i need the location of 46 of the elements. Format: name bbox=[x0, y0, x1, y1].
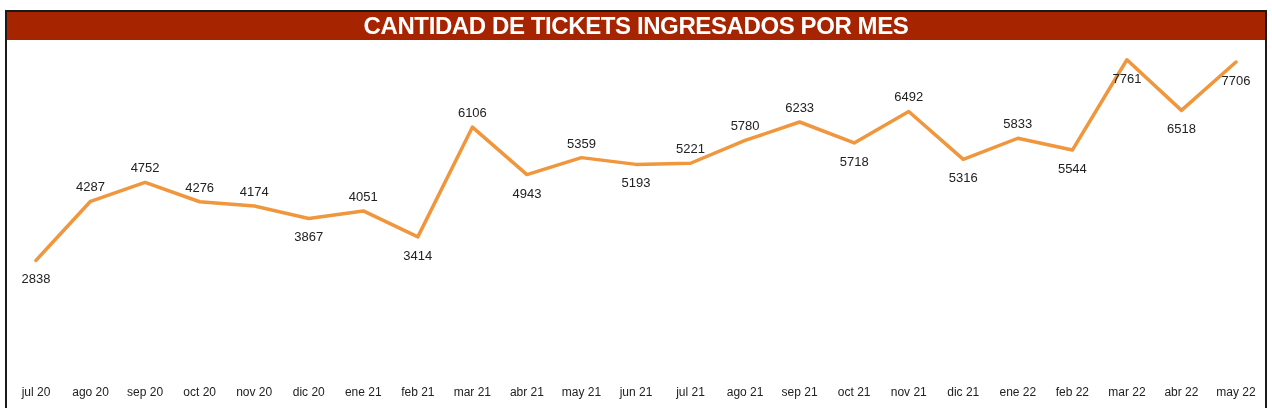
data-label: 5718 bbox=[839, 153, 869, 169]
data-label: 4752 bbox=[130, 160, 160, 176]
x-tick-label: nov 20 bbox=[236, 385, 273, 399]
data-label: 5544 bbox=[1057, 161, 1087, 177]
x-tick-label: ago 21 bbox=[726, 385, 764, 399]
data-label: 4287 bbox=[76, 179, 106, 195]
x-tick-label: ene 21 bbox=[344, 385, 382, 399]
x-tick-label: mar 22 bbox=[1108, 385, 1146, 399]
x-tick-label: sep 20 bbox=[127, 385, 164, 399]
x-tick-label: ago 20 bbox=[72, 385, 110, 399]
x-tick-label: nov 21 bbox=[890, 385, 928, 399]
x-tick-label: may 21 bbox=[561, 385, 602, 399]
data-label: 4276 bbox=[185, 179, 215, 195]
x-tick-label: oct 20 bbox=[183, 385, 217, 399]
data-label: 5316 bbox=[948, 170, 978, 186]
data-label: 5359 bbox=[566, 135, 596, 151]
data-label: 4051 bbox=[348, 188, 378, 204]
data-label: 4174 bbox=[239, 183, 269, 199]
x-tick-label: jul 21 bbox=[675, 385, 706, 399]
x-tick-label: jul 20 bbox=[20, 385, 51, 399]
data-label: 5780 bbox=[730, 118, 760, 134]
chart-title: CANTIDAD DE TICKETS INGRESADOS POR MES bbox=[363, 12, 909, 39]
data-label: 6518 bbox=[1166, 121, 1196, 137]
x-tick-label: abr 22 bbox=[1164, 385, 1199, 399]
data-label: 5833 bbox=[1003, 116, 1033, 132]
x-tick-label: mar 21 bbox=[453, 385, 492, 399]
x-tick-label: ene 22 bbox=[999, 385, 1037, 399]
x-tick-label: oct 21 bbox=[837, 385, 871, 399]
data-label: 5221 bbox=[676, 141, 706, 157]
x-tick-label: dic 21 bbox=[947, 385, 980, 399]
x-tick-label: jun 21 bbox=[618, 385, 653, 399]
data-label: 6492 bbox=[894, 89, 924, 105]
data-label: 3414 bbox=[403, 247, 433, 263]
x-tick-label: dic 20 bbox=[292, 385, 326, 399]
data-label: 6106 bbox=[457, 105, 487, 121]
x-tick-label: feb 21 bbox=[401, 385, 435, 399]
data-label: 6233 bbox=[785, 100, 815, 116]
data-label: 4943 bbox=[512, 185, 542, 201]
x-tick-label: may 22 bbox=[1216, 385, 1256, 399]
data-label: 2838 bbox=[21, 271, 51, 287]
x-tick-label: abr 21 bbox=[509, 385, 545, 399]
x-tick-label: sep 21 bbox=[781, 385, 818, 399]
x-tick-label: feb 22 bbox=[1055, 385, 1090, 399]
data-label: 3867 bbox=[294, 229, 324, 245]
data-label: 5193 bbox=[621, 175, 651, 191]
data-label: 7706 bbox=[1221, 72, 1251, 88]
